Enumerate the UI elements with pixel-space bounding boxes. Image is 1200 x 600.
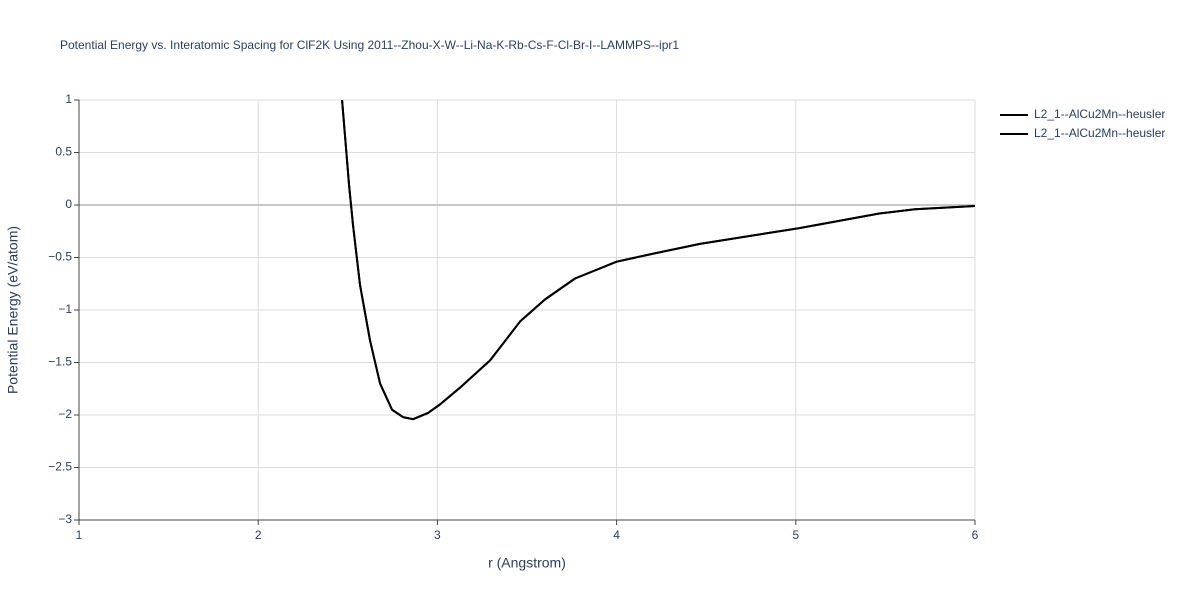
y-tick-label: −3 (58, 512, 72, 526)
y-axis-label: Potential Energy (eV/atom) (5, 226, 21, 394)
x-tick-label: 4 (613, 528, 620, 542)
x-tick-label: 2 (255, 528, 262, 542)
legend-label: L2_1--AlCu2Mn--heusler (1034, 126, 1165, 140)
y-tick-label: −1 (58, 302, 72, 316)
x-tick-label: 6 (972, 528, 979, 542)
chart-title: Potential Energy vs. Interatomic Spacing… (60, 38, 679, 52)
y-tick-label: 0 (65, 197, 72, 211)
x-axis-label: r (Angstrom) (488, 555, 566, 571)
line-series (341, 100, 975, 421)
x-tick-label: 5 (792, 528, 799, 542)
y-tick-label: −1.5 (48, 355, 72, 369)
y-tick-label: −2.5 (48, 460, 72, 474)
series-group (341, 100, 975, 421)
y-tick-label: 1 (65, 92, 72, 106)
x-tick-label: 1 (76, 528, 83, 542)
legend-label: L2_1--AlCu2Mn--heusler (1034, 107, 1165, 121)
x-tick-label: 3 (434, 528, 441, 542)
y-tick-label: 0.5 (55, 145, 72, 159)
y-tick-label: −0.5 (48, 250, 72, 264)
y-tick-label: −2 (58, 407, 72, 421)
